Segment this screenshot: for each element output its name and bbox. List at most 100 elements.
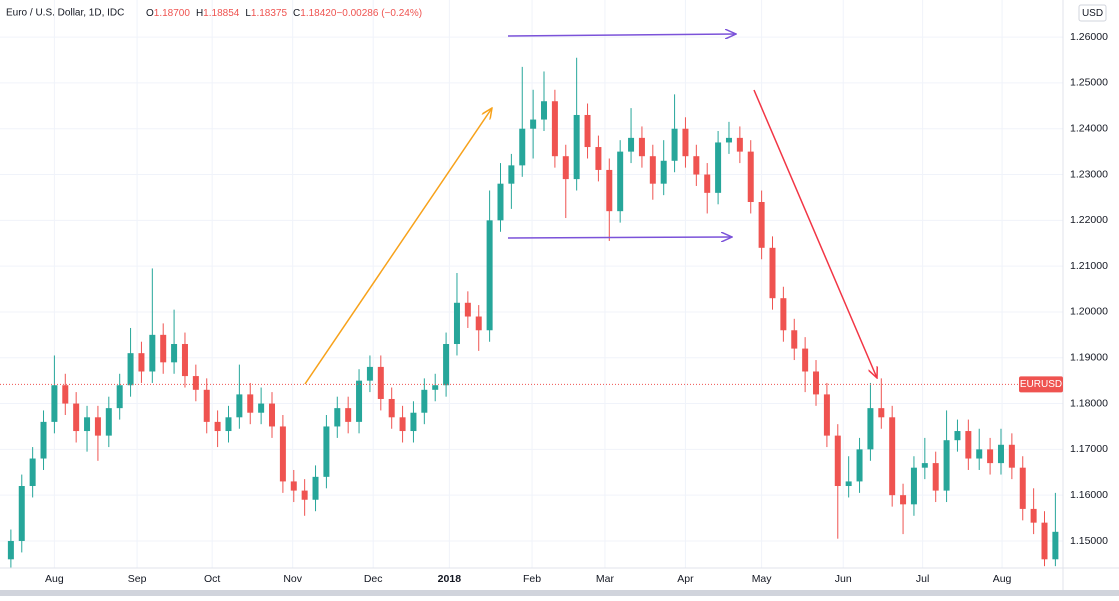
candle-body	[214, 421, 221, 432]
candle-body	[889, 417, 896, 496]
candle-body	[932, 463, 939, 491]
candle-body	[551, 101, 558, 157]
candle-body	[323, 426, 330, 477]
candle-body	[725, 137, 732, 143]
candle-body	[410, 412, 417, 432]
candle-body	[171, 344, 178, 363]
y-tick-label: 1.17000	[1070, 443, 1108, 455]
ohlc-key: L	[245, 8, 251, 19]
candle-body	[366, 366, 373, 381]
x-tick-label: Nov	[283, 573, 302, 585]
candle-body	[399, 417, 406, 432]
candle-body	[421, 389, 428, 413]
candle-body	[813, 371, 820, 395]
candle-body	[845, 481, 852, 487]
y-tick-label: 1.25000	[1070, 77, 1108, 89]
candle-body	[628, 137, 635, 152]
ohlc-key: C	[293, 8, 300, 19]
x-tick-label: Aug	[45, 573, 64, 585]
candle-body	[225, 417, 232, 432]
candle-body	[279, 426, 286, 482]
candle-body	[573, 114, 580, 180]
x-tick-label: Aug	[993, 573, 1012, 585]
candle-body	[388, 398, 395, 418]
candle-body	[475, 316, 482, 331]
candle-body	[312, 476, 319, 500]
candle-body	[127, 353, 134, 386]
x-tick-label: 2018	[438, 573, 462, 585]
candle-body	[290, 481, 297, 491]
candle-body	[356, 380, 363, 422]
candle-body	[73, 403, 80, 432]
y-tick-label: 1.22000	[1070, 214, 1108, 226]
x-tick-label: Apr	[677, 573, 694, 585]
annotations	[304, 34, 877, 385]
candle-body	[149, 334, 156, 372]
candle-body	[51, 385, 58, 422]
ohlc-value: −0.00286 (−0.24%)	[336, 8, 422, 19]
ohlc-value: 1.18375	[251, 8, 288, 19]
candle-body	[94, 417, 101, 436]
currency-button[interactable]	[1078, 4, 1107, 22]
y-tick-label: 1.16000	[1070, 489, 1108, 501]
candle-body	[464, 302, 471, 317]
x-tick-label: Oct	[204, 573, 220, 585]
candle-body	[791, 330, 798, 349]
candle-body	[617, 151, 624, 212]
candle-body	[486, 220, 493, 331]
candle-body	[747, 151, 754, 203]
candle-body	[584, 114, 591, 148]
candle-body	[432, 385, 439, 390]
y-tick-label: 1.26000	[1070, 31, 1108, 43]
candle-body	[530, 119, 537, 129]
candle-body	[954, 431, 961, 441]
candle-body	[160, 334, 167, 363]
candle-body	[236, 394, 243, 418]
candle-body	[345, 408, 352, 422]
candle-body	[595, 147, 602, 170]
y-tick-label: 1.24000	[1070, 122, 1108, 134]
candle-body	[921, 463, 928, 468]
candle-body	[910, 467, 917, 505]
candle-body	[878, 408, 885, 418]
candle-body	[649, 156, 656, 184]
bottom-bar	[0, 590, 1119, 596]
candle-body	[780, 298, 787, 331]
candle-body	[203, 389, 210, 422]
currency: USD	[1082, 8, 1103, 19]
y-tick-label: 1.23000	[1070, 168, 1108, 180]
ohlc-value: 1.18420	[300, 8, 337, 19]
x-tick-label: Sep	[128, 573, 147, 585]
symbol-label: EURUSD	[1020, 379, 1062, 390]
candle-body	[900, 495, 907, 505]
ohlc-value: 1.18854	[203, 8, 240, 19]
candle-body	[682, 128, 689, 157]
y-tick-label: 1.15000	[1070, 535, 1108, 547]
arrow	[753, 89, 877, 378]
ohlc-key: O	[146, 8, 154, 19]
arrow	[507, 237, 732, 238]
candle-body	[671, 128, 678, 161]
arrow	[507, 34, 736, 36]
symbol-tag	[1019, 376, 1063, 393]
candle-body	[769, 247, 776, 299]
candle-body	[1052, 531, 1059, 560]
candle-body	[116, 385, 123, 409]
x-tick-label: Feb	[523, 573, 541, 585]
candle-body	[987, 449, 994, 464]
candle-body	[1041, 522, 1048, 560]
candle-body	[258, 403, 265, 413]
candle-body	[181, 344, 188, 377]
candle-body	[856, 449, 863, 482]
candle-body	[1030, 508, 1037, 523]
candle-body	[301, 490, 308, 500]
candle-body	[541, 101, 548, 120]
candle-body	[867, 408, 874, 450]
ohlc-legend: O1.18700 H1.18854 L1.18375 C1.18420−0.00286…	[146, 8, 422, 19]
candle-body	[18, 486, 25, 541]
candle-body	[334, 408, 341, 427]
candle-body	[497, 183, 504, 221]
candle-body	[377, 366, 384, 399]
